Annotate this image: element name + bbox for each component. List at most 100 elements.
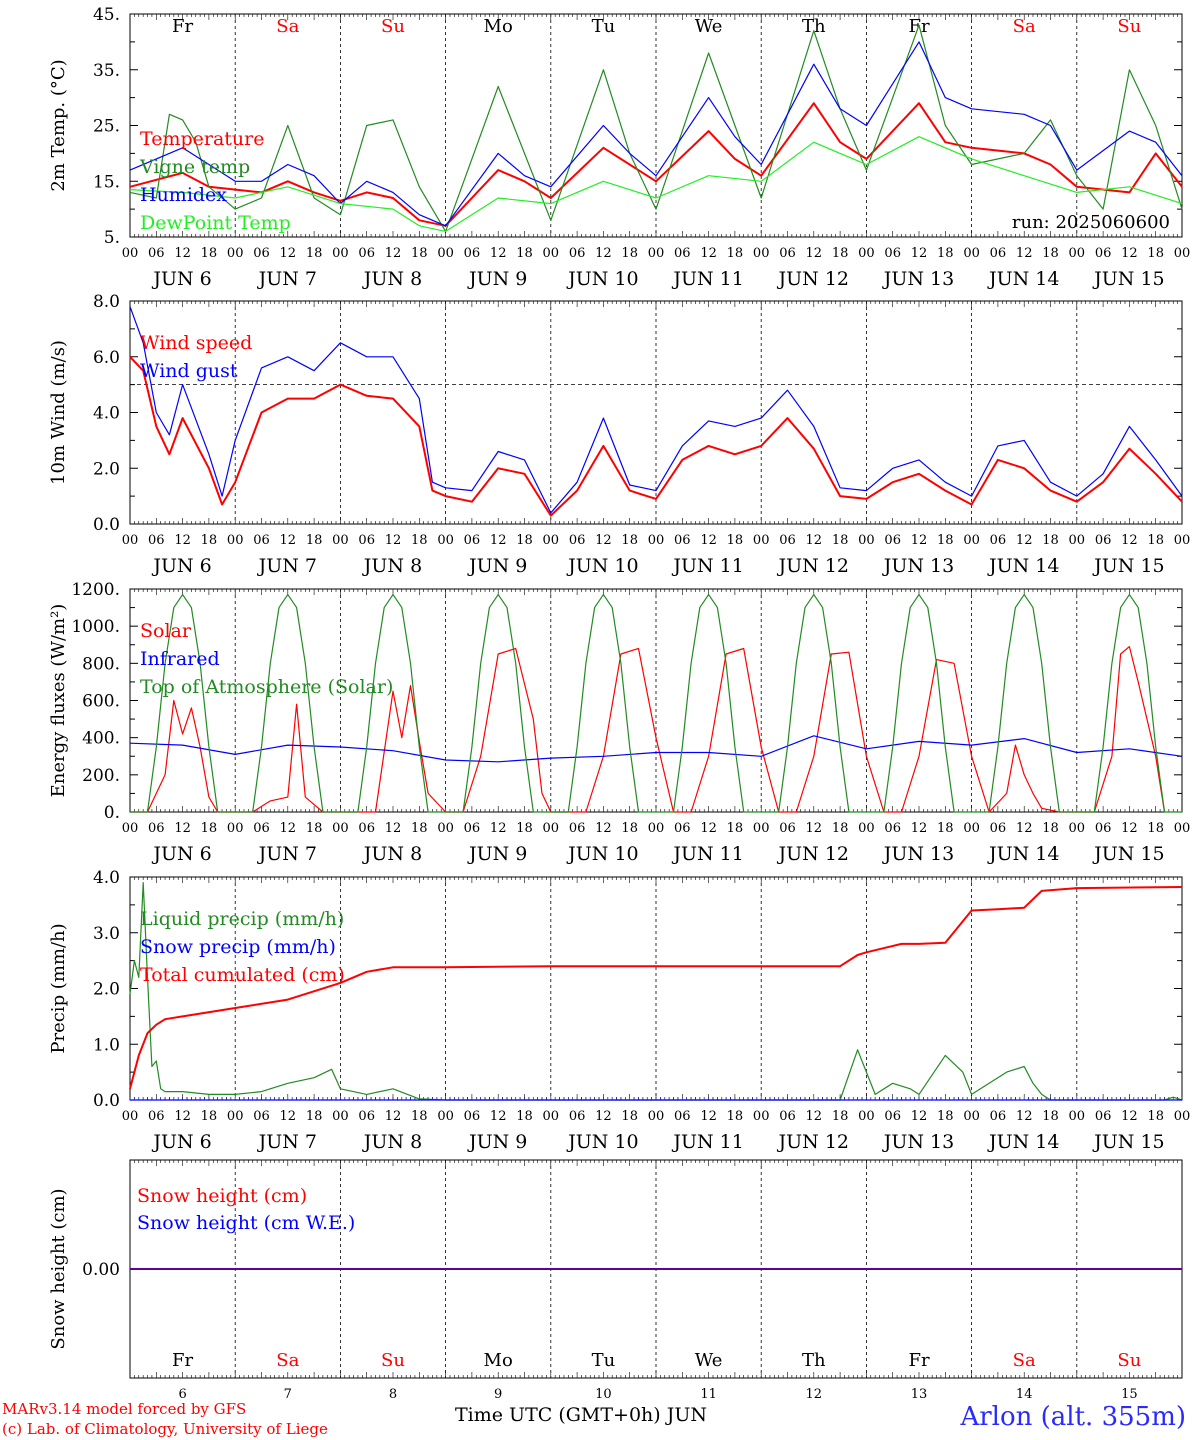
panel-1: 5. 15. 25. 35. 45. 2m Temp. (°C) 00 06 12 18 JUN 6… [48,5,1190,290]
hour-tick-label: 18 [411,821,428,836]
day-number-label: 11 [700,1387,717,1402]
hour-tick-label: 00 [1069,533,1086,548]
date-label: JUN 14 [987,1131,1059,1153]
hour-tick-label: 00 [753,821,770,836]
hour-tick-label: 18 [621,821,638,836]
hour-tick-label: 12 [806,533,823,548]
hour-tick-label: 06 [569,246,586,261]
date-label: JUN 10 [566,843,638,865]
date-label: JUN 9 [467,268,527,290]
hour-tick-label: 06 [884,1109,901,1124]
hour-tick-label: 06 [464,1109,481,1124]
weekday-label: Th [802,1350,826,1371]
hour-tick-label: 12 [911,246,928,261]
hour-tick-label: 12 [806,821,823,836]
hour-tick-label: 00 [437,533,454,548]
day-number-label: 9 [494,1387,502,1402]
hour-tick-label: 00 [648,1109,665,1124]
hour-tick-label: 06 [253,533,270,548]
legend-entry: Total cumulated (cm) [140,964,345,986]
hour-tick-label: 06 [779,821,796,836]
y-tick-label: 4.0 [93,404,120,424]
hour-tick-label: 00 [1174,533,1191,548]
hour-tick-label: 06 [1095,533,1112,548]
hour-tick-label: 00 [963,533,980,548]
hour-tick-label: 12 [1121,246,1138,261]
hour-tick-label: 00 [753,246,770,261]
hour-tick-label: 12 [174,246,191,261]
hour-tick-label: 18 [411,1109,428,1124]
legend-entry: Infrared [140,648,220,670]
hour-tick-label: 00 [648,821,665,836]
hour-tick-label: 00 [543,246,560,261]
hour-tick-label: 06 [990,246,1007,261]
y-tick-label: 400. [82,729,120,749]
date-label: JUN 7 [257,843,317,865]
hour-tick-label: 00 [858,533,875,548]
weekday-label: Mo [484,1350,513,1371]
x-axis-title: Time UTC (GMT+0h) JUN [455,1404,707,1426]
y-tick-label: 35. [93,61,120,81]
hour-tick-label: 06 [674,1109,691,1124]
hour-tick-label: 18 [306,246,323,261]
hour-tick-label: 06 [148,821,165,836]
hour-tick-label: 00 [122,533,139,548]
panel-4: 0.0 1.0 2.0 3.0 4.0 Precip (mm/h) 00 06 12 18 JUN … [48,868,1190,1153]
run-label: run: 2025060600 [1012,212,1170,233]
hour-tick-label: 12 [1016,533,1033,548]
legend-entry: Solar [140,620,192,642]
hour-tick-label: 00 [963,821,980,836]
hour-tick-label: 12 [490,533,507,548]
day-number-label: 7 [284,1387,292,1402]
hour-tick-label: 06 [358,533,375,548]
date-label: JUN 7 [257,1131,317,1153]
hour-tick-label: 06 [569,821,586,836]
hour-tick-label: 00 [122,821,139,836]
weekday-label: We [695,16,723,37]
hour-tick-label: 06 [779,1109,796,1124]
weekday-label: Th [802,16,826,37]
hour-tick-label: 00 [963,246,980,261]
y-tick-label: 2.0 [93,980,120,1000]
day-number-label: 15 [1121,1387,1138,1402]
hour-tick-label: 18 [621,533,638,548]
series-line [129,306,1183,514]
hour-tick-label: 00 [227,533,244,548]
hour-tick-label: 06 [990,1109,1007,1124]
hour-tick-label: 12 [385,821,402,836]
date-label: JUN 8 [362,1131,422,1153]
day-number-label: 12 [806,1387,823,1402]
date-label: JUN 6 [151,843,211,865]
hour-tick-label: 00 [1069,246,1086,261]
hour-tick-label: 00 [332,821,349,836]
day-number-label: 6 [178,1387,186,1402]
hour-tick-label: 00 [122,246,139,261]
hour-tick-label: 00 [963,1109,980,1124]
hour-tick-label: 12 [1121,533,1138,548]
date-label: JUN 11 [671,268,743,290]
date-label: JUN 10 [566,555,638,577]
hour-tick-label: 12 [700,246,717,261]
date-label: JUN 12 [777,555,849,577]
hour-tick-label: 06 [884,821,901,836]
hour-tick-label: 18 [1042,1109,1059,1124]
hour-tick-label: 12 [806,246,823,261]
hour-tick-label: 06 [1095,1109,1112,1124]
hour-tick-label: 12 [174,821,191,836]
date-label: JUN 13 [882,268,954,290]
legend-entry: Snow height (cm) [137,1185,307,1207]
hour-tick-label: 00 [437,246,454,261]
date-label: JUN 11 [671,843,743,865]
hour-tick-label: 00 [543,821,560,836]
hour-tick-label: 06 [148,1109,165,1124]
hour-tick-label: 18 [832,246,849,261]
hour-tick-label: 12 [280,533,297,548]
credit-lab: (c) Lab. of Climatology, University of L… [2,1420,328,1438]
hour-tick-label: 06 [253,246,270,261]
hour-tick-label: 12 [385,1109,402,1124]
legend-entry: Snow precip (mm/h) [140,936,336,958]
panel-3: 0. 200. 400. 600. 800. 1000. 1200.Energy fluxe… [48,580,1190,865]
hour-tick-label: 18 [411,533,428,548]
date-label: JUN 15 [1092,555,1164,577]
day-number-label: 8 [389,1387,397,1402]
